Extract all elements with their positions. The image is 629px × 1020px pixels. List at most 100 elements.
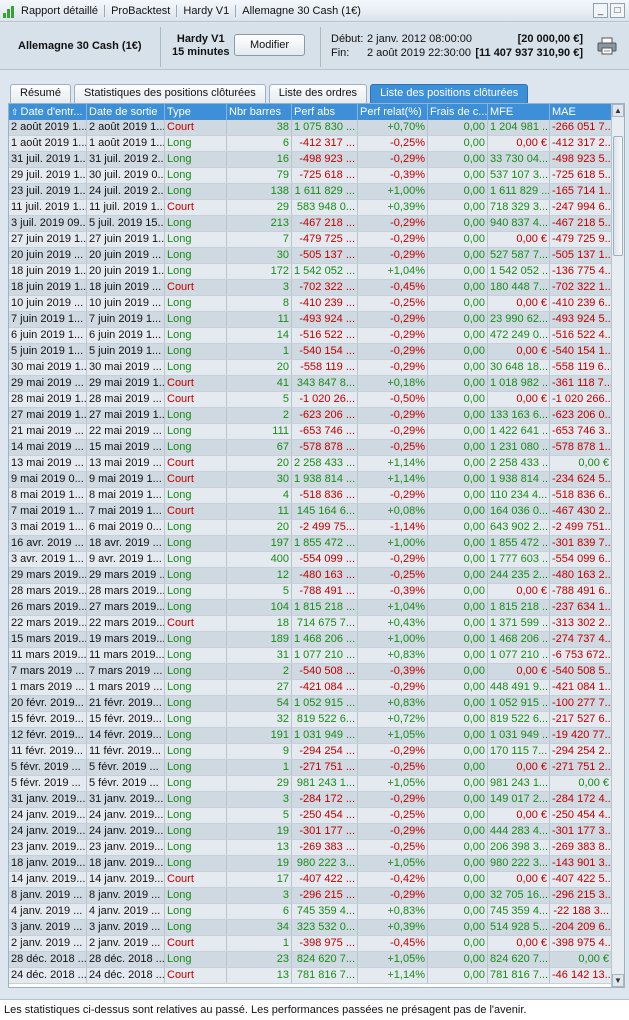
minimize-icon[interactable]: _ — [593, 3, 608, 18]
scroll-up-icon[interactable]: ▲ — [612, 104, 624, 117]
table-row[interactable]: 2 août 2019 1... 2 août 2019 1... Court 38 1… — [9, 120, 612, 136]
table-row[interactable]: 31 janv. 2019... 31 janv. 2019... Long 3 -28… — [9, 792, 612, 808]
table-row[interactable]: 27 mai 2019 1... 27 mai 2019 1... Long 2 -62… — [9, 408, 612, 424]
table-row[interactable]: 31 juil. 2019 1... 31 juil. 2019 2... Long… — [9, 152, 612, 168]
table-row[interactable]: 24 janv. 2019... 24 janv. 2019... Long 19 -3… — [9, 824, 612, 840]
cell-mae: -421 084 1... — [552, 680, 612, 695]
table-row[interactable]: 10 juin 2019 ... 10 juin 2019 ... Long 8 -41… — [9, 296, 612, 312]
cell-mfe: 170 115 7... — [488, 744, 550, 759]
tab-orders-list[interactable]: Liste des ordres — [268, 84, 368, 103]
table-row[interactable]: 12 févr. 2019... 14 févr. 2019... Long 191 1… — [9, 728, 612, 744]
cell-mfe: 1 938 814 ... — [490, 472, 550, 487]
cell-bars: 30 — [227, 472, 292, 487]
table-row[interactable]: 3 juil. 2019 09... 5 juil. 2019 15... Long… — [9, 216, 612, 232]
printer-icon[interactable] — [597, 37, 617, 55]
cell-mae: -498 923 5... — [552, 152, 612, 167]
table-row[interactable]: 20 juin 2019 ... 20 juin 2019 ... Long 30 -5… — [9, 248, 612, 264]
cell-exit-date: 18 avr. 2019 ... — [87, 536, 165, 551]
table-row[interactable]: 29 juil. 2019 1... 30 juil. 2019 0... Long… — [9, 168, 612, 184]
table-row[interactable]: 11 mars 2019... 11 mars 2019... Long 31 1 07… — [9, 648, 612, 664]
table-row[interactable]: 8 janv. 2019 ... 8 janv. 2019 ... Long 3 -29… — [9, 888, 612, 904]
table-row[interactable]: 16 avr. 2019 ... 18 avr. 2019 ... Long 197 1… — [9, 536, 612, 552]
cell-mfe: 472 249 0... — [490, 328, 550, 343]
column-header-fees[interactable]: Frais de c... — [430, 104, 488, 120]
table-row[interactable]: 3 mai 2019 1... 6 mai 2019 0... Long 20 -2 4… — [9, 520, 612, 536]
table-row[interactable]: 15 mars 2019... 19 mars 2019... Long 189 1 4… — [9, 632, 612, 648]
table-row[interactable]: 2 janv. 2019 ... 2 janv. 2019 ... Court 1 -3… — [9, 936, 612, 952]
table-row[interactable]: 1 août 2019 1... 1 août 2019 1... Long 6 -41… — [9, 136, 612, 152]
table-row[interactable]: 23 juil. 2019 1... 24 juil. 2019 2... Long… — [9, 184, 612, 200]
table-row[interactable]: 20 févr. 2019... 21 févr. 2019... Long 54 1 … — [9, 696, 612, 712]
cell-exit-date: 27 mai 2019 1... — [89, 408, 165, 423]
table-row[interactable]: 28 déc. 2018 ... 28 déc. 2018 ... Long 23 82… — [9, 952, 612, 968]
backtest-period: Début: 2 janv. 2012 08:00:00 Fin: 2 août 2… — [331, 32, 472, 60]
scroll-down-icon[interactable]: ▼ — [612, 974, 624, 987]
table-row[interactable]: 5 févr. 2019 ... 5 févr. 2019 ... Long 29 98… — [9, 776, 612, 792]
table-row[interactable]: 29 mai 2019 ... 29 mai 2019 1... Court 41 34… — [9, 376, 612, 392]
table-row[interactable]: 28 mai 2019 1... 28 mai 2019 ... Court 5 -1 … — [9, 392, 612, 408]
column-header-mfe[interactable]: MFE — [488, 104, 550, 120]
table-row[interactable]: 18 juin 2019 1... 20 juin 2019 1... Long 17… — [9, 264, 612, 280]
table-row[interactable]: 24 déc. 2018 ... 24 déc. 2018 ... Court 13 7… — [9, 968, 612, 984]
table-row[interactable]: 26 mars 2019... 27 mars 2019... Long 104 1 8… — [9, 600, 612, 616]
table-row[interactable]: 4 janv. 2019 ... 4 janv. 2019 ... Long 6 745… — [9, 904, 612, 920]
table-row[interactable]: 14 janv. 2019... 14 janv. 2019... Court 17-… — [9, 872, 612, 888]
cell-bars: 189 — [227, 632, 292, 647]
column-header-mae[interactable]: MAE — [550, 104, 612, 120]
table-row[interactable]: 8 mai 2019 1... 8 mai 2019 1... Long 4 -518 … — [9, 488, 612, 504]
table-row[interactable]: 29 mars 2019... 29 mars 2019 ... Long 12 -48… — [9, 568, 612, 584]
table-row[interactable]: 23 janv. 2019... 23 janv. 2019... Long 13 -2… — [9, 840, 612, 856]
table-row[interactable]: 6 juin 2019 1... 6 juin 2019 1... Long 14 -5… — [9, 328, 612, 344]
vertical-scrollbar[interactable]: ▲ ▼ — [611, 104, 624, 987]
table-row[interactable]: 1 mars 2019 ... 1 mars 2019 ... Long 27 -421… — [9, 680, 612, 696]
cell-exit-date: 24 déc. 2018 ... — [89, 968, 165, 983]
cell-exit-date: 5 févr. 2019 ... — [87, 760, 165, 775]
table-row[interactable]: 21 mai 2019 ... 22 mai 2019 ... Long 111 -65… — [9, 424, 612, 440]
cell-perf-abs: 343 847 8... — [292, 376, 358, 391]
cell-perf-abs: -578 878 ... — [292, 440, 358, 455]
table-row[interactable]: 5 févr. 2019 ... 5 févr. 2019 ... Long 1 -27… — [9, 760, 612, 776]
table-row[interactable]: 18 juin 2019 1... 18 juin 2019 ... Court 3-… — [9, 280, 612, 296]
modify-button[interactable]: Modifier — [234, 34, 305, 56]
cell-bars: 2 — [227, 408, 292, 423]
tab-summary[interactable]: Résumé — [10, 84, 71, 103]
table-row[interactable]: 7 juin 2019 1... 7 juin 2019 1... Long 11 -4… — [9, 312, 612, 328]
table-row[interactable]: 22 mars 2019... 22 mars 2019... Court 18 714… — [9, 616, 612, 632]
table-row[interactable]: 13 mai 2019 ... 13 mai 2019 ... Court 20 2 2… — [9, 456, 612, 472]
column-header-perf-abs[interactable]: Perf abs — [292, 104, 358, 120]
cell-entry-date: 2 janv. 2019 ... — [9, 936, 87, 951]
table-row[interactable]: 11 févr. 2019... 11 févr. 2019... Long 9 -29… — [9, 744, 612, 760]
table-row[interactable]: 7 mai 2019 1... 7 mai 2019 1... Court 11 145… — [9, 504, 612, 520]
table-row[interactable]: 27 juin 2019 1... 27 juin 2019 1... Long 7-… — [9, 232, 612, 248]
maximize-icon[interactable]: □ — [610, 3, 625, 18]
table-row[interactable]: 28 mars 2019... 28 mars 2019... Long 5 -788 … — [9, 584, 612, 600]
tab-closed-positions-stats[interactable]: Statistiques des positions clôturées — [73, 84, 266, 103]
breadcrumb-probacktest[interactable]: ProBacktest — [105, 4, 178, 17]
breadcrumb-strategy[interactable]: Hardy V1 — [177, 4, 237, 17]
table-row[interactable]: 3 janv. 2019 ... 3 janv. 2019 ... Long 34 32… — [9, 920, 612, 936]
table-row[interactable]: 9 mai 2019 0... 9 mai 2019 1... Court 30 1 9… — [9, 472, 612, 488]
cell-perf-rel: -0,25% — [358, 296, 428, 311]
scroll-thumb[interactable] — [613, 136, 623, 256]
cell-perf-abs: 781 816 7... — [292, 968, 358, 983]
cell-perf-abs: -540 508 ... — [292, 664, 358, 679]
column-header-bars[interactable]: Nbr barres — [227, 104, 292, 120]
table-row[interactable]: 3 avr. 2019 1... 9 avr. 2019 1... Long 400-… — [9, 552, 612, 568]
column-header-perf-rel[interactable]: Perf relat(%) — [358, 104, 428, 120]
table-row[interactable]: 24 janv. 2019... 24 janv. 2019... Long 5 -25… — [9, 808, 612, 824]
column-header-exit-date[interactable]: Date de sortie — [87, 104, 165, 120]
table-row[interactable]: 14 mai 2019 ... 15 mai 2019 ... Long 67 -578… — [9, 440, 612, 456]
table-row[interactable]: 7 mars 2019 ... 7 mars 2019 ... Long 2 -540 … — [9, 664, 612, 680]
column-header-type[interactable]: Type — [165, 104, 227, 120]
breadcrumb-instrument[interactable]: Allemagne 30 Cash (1€) — [242, 4, 361, 17]
column-header-entry-date[interactable]: Date d'entr... — [9, 104, 87, 120]
table-row[interactable]: 15 févr. 2019... 15 févr. 2019... Long 32 81… — [9, 712, 612, 728]
cell-fees: 0,00 — [428, 632, 488, 647]
table-row[interactable]: 30 mai 2019 1... 30 mai 2019 ... Long 20 -55… — [9, 360, 612, 376]
breadcrumb-report[interactable]: Rapport détaillé — [21, 4, 106, 17]
table-row[interactable]: 18 janv. 2019... 18 janv. 2019... Long 19 98… — [9, 856, 612, 872]
tab-closed-positions-list[interactable]: Liste des positions clôturées — [370, 84, 529, 103]
cell-type: Court — [165, 392, 227, 407]
table-row[interactable]: 11 juil. 2019 1... 11 juil. 2019 1... Cour… — [9, 200, 612, 216]
table-row[interactable]: 5 juin 2019 1... 5 juin 2019 1... Long 1 -54… — [9, 344, 612, 360]
